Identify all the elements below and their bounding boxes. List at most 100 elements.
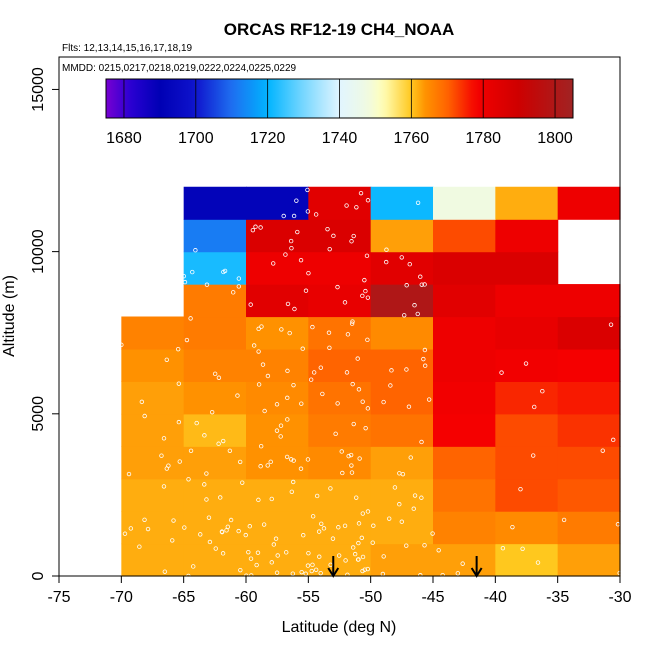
- track-point: [289, 489, 295, 494]
- heatmap-cell: [495, 446, 559, 480]
- heatmap-cell: [433, 543, 496, 577]
- track-point: [164, 357, 169, 362]
- track-point: [253, 224, 258, 229]
- track-point: [260, 362, 266, 367]
- track-point: [430, 531, 435, 536]
- track-point: [274, 402, 280, 407]
- heatmap-cell: [308, 219, 372, 253]
- heatmap-cell: [308, 284, 372, 318]
- heatmap-cell: [246, 446, 309, 480]
- heatmap-cell: [495, 284, 559, 318]
- track-point: [404, 543, 409, 548]
- track-point: [258, 464, 263, 469]
- track-point: [128, 526, 134, 531]
- x-tick-label: -30: [608, 589, 631, 606]
- track-point: [388, 383, 393, 388]
- heatmap-cell: [433, 348, 496, 382]
- track-point: [287, 330, 292, 336]
- track-point: [342, 523, 348, 529]
- track-point: [535, 560, 541, 565]
- track-point: [399, 519, 405, 524]
- y-tick-label: 10000: [30, 229, 47, 274]
- track-point: [313, 212, 319, 217]
- track-point: [351, 233, 356, 239]
- track-point: [274, 428, 280, 433]
- heatmap-cell: [495, 478, 559, 512]
- track-point: [335, 284, 340, 290]
- track-point: [256, 382, 262, 387]
- track-point: [184, 337, 190, 343]
- heatmap-cell: [433, 446, 496, 480]
- track-point: [291, 213, 297, 219]
- y-axis: 0 5000 10000 15000: [30, 67, 59, 580]
- track-point: [285, 301, 291, 307]
- track-point: [243, 532, 248, 538]
- track-point: [328, 486, 333, 491]
- heatmap-cell: [557, 478, 621, 512]
- track-point: [137, 544, 142, 549]
- dates-note: MMDD: 0215,0217,0218,0219,0222,0224,0225…: [62, 63, 297, 74]
- heatmap-cell: [557, 348, 621, 382]
- heatmap-cell: [370, 511, 434, 545]
- track-point: [356, 387, 362, 392]
- track-point: [321, 526, 327, 531]
- track-point: [387, 516, 392, 521]
- heatmap-cell: [246, 543, 309, 577]
- track-point: [412, 303, 417, 308]
- track-point: [350, 381, 355, 387]
- track-point: [175, 346, 181, 352]
- y-tick-label: 5000: [30, 396, 47, 432]
- track-point: [299, 569, 304, 575]
- track-point: [256, 326, 261, 332]
- track-point: [209, 409, 215, 415]
- track-point: [370, 540, 375, 545]
- track-point: [364, 253, 370, 259]
- track-point: [318, 570, 323, 576]
- track-point: [365, 295, 371, 300]
- track-point: [422, 543, 427, 548]
- track-point: [248, 302, 253, 307]
- heatmap-cell: [433, 316, 496, 350]
- heatmap-cell: [370, 219, 434, 253]
- heatmap-cell: [495, 543, 559, 577]
- track-point: [540, 388, 545, 394]
- track-point: [182, 525, 187, 530]
- track-point: [159, 453, 164, 458]
- track-point: [518, 486, 523, 492]
- track-point: [310, 324, 315, 330]
- track-point: [363, 425, 368, 431]
- track-point: [411, 506, 416, 511]
- heatmap-cell: [246, 478, 309, 512]
- track-point: [310, 514, 316, 519]
- track-point: [350, 319, 355, 324]
- track-point: [284, 550, 289, 555]
- heatmap-cell: [495, 381, 559, 415]
- track-point: [238, 567, 243, 573]
- track-point: [142, 413, 147, 419]
- track-point: [299, 401, 304, 406]
- track-point: [126, 471, 132, 477]
- track-point: [419, 282, 424, 287]
- track-point: [415, 311, 420, 317]
- track-point: [325, 226, 330, 232]
- track-point: [360, 293, 365, 299]
- track-point: [221, 269, 226, 275]
- track-point: [399, 255, 404, 260]
- track-point: [161, 484, 167, 489]
- track-point: [350, 545, 356, 550]
- track-point: [336, 553, 342, 558]
- track-point: [139, 399, 145, 405]
- track-point: [317, 554, 322, 559]
- heatmap-cell: [495, 219, 559, 253]
- track-point: [360, 511, 365, 516]
- track-point: [600, 448, 605, 453]
- heatmap-cell: [308, 348, 372, 382]
- track-point: [256, 349, 261, 354]
- x-tick-label: -40: [484, 589, 507, 606]
- x-axis-label: Latitude (deg N): [282, 619, 397, 636]
- track-point: [204, 282, 210, 287]
- track-point: [422, 347, 428, 353]
- track-point: [327, 345, 332, 351]
- heatmap-cell: [308, 186, 372, 220]
